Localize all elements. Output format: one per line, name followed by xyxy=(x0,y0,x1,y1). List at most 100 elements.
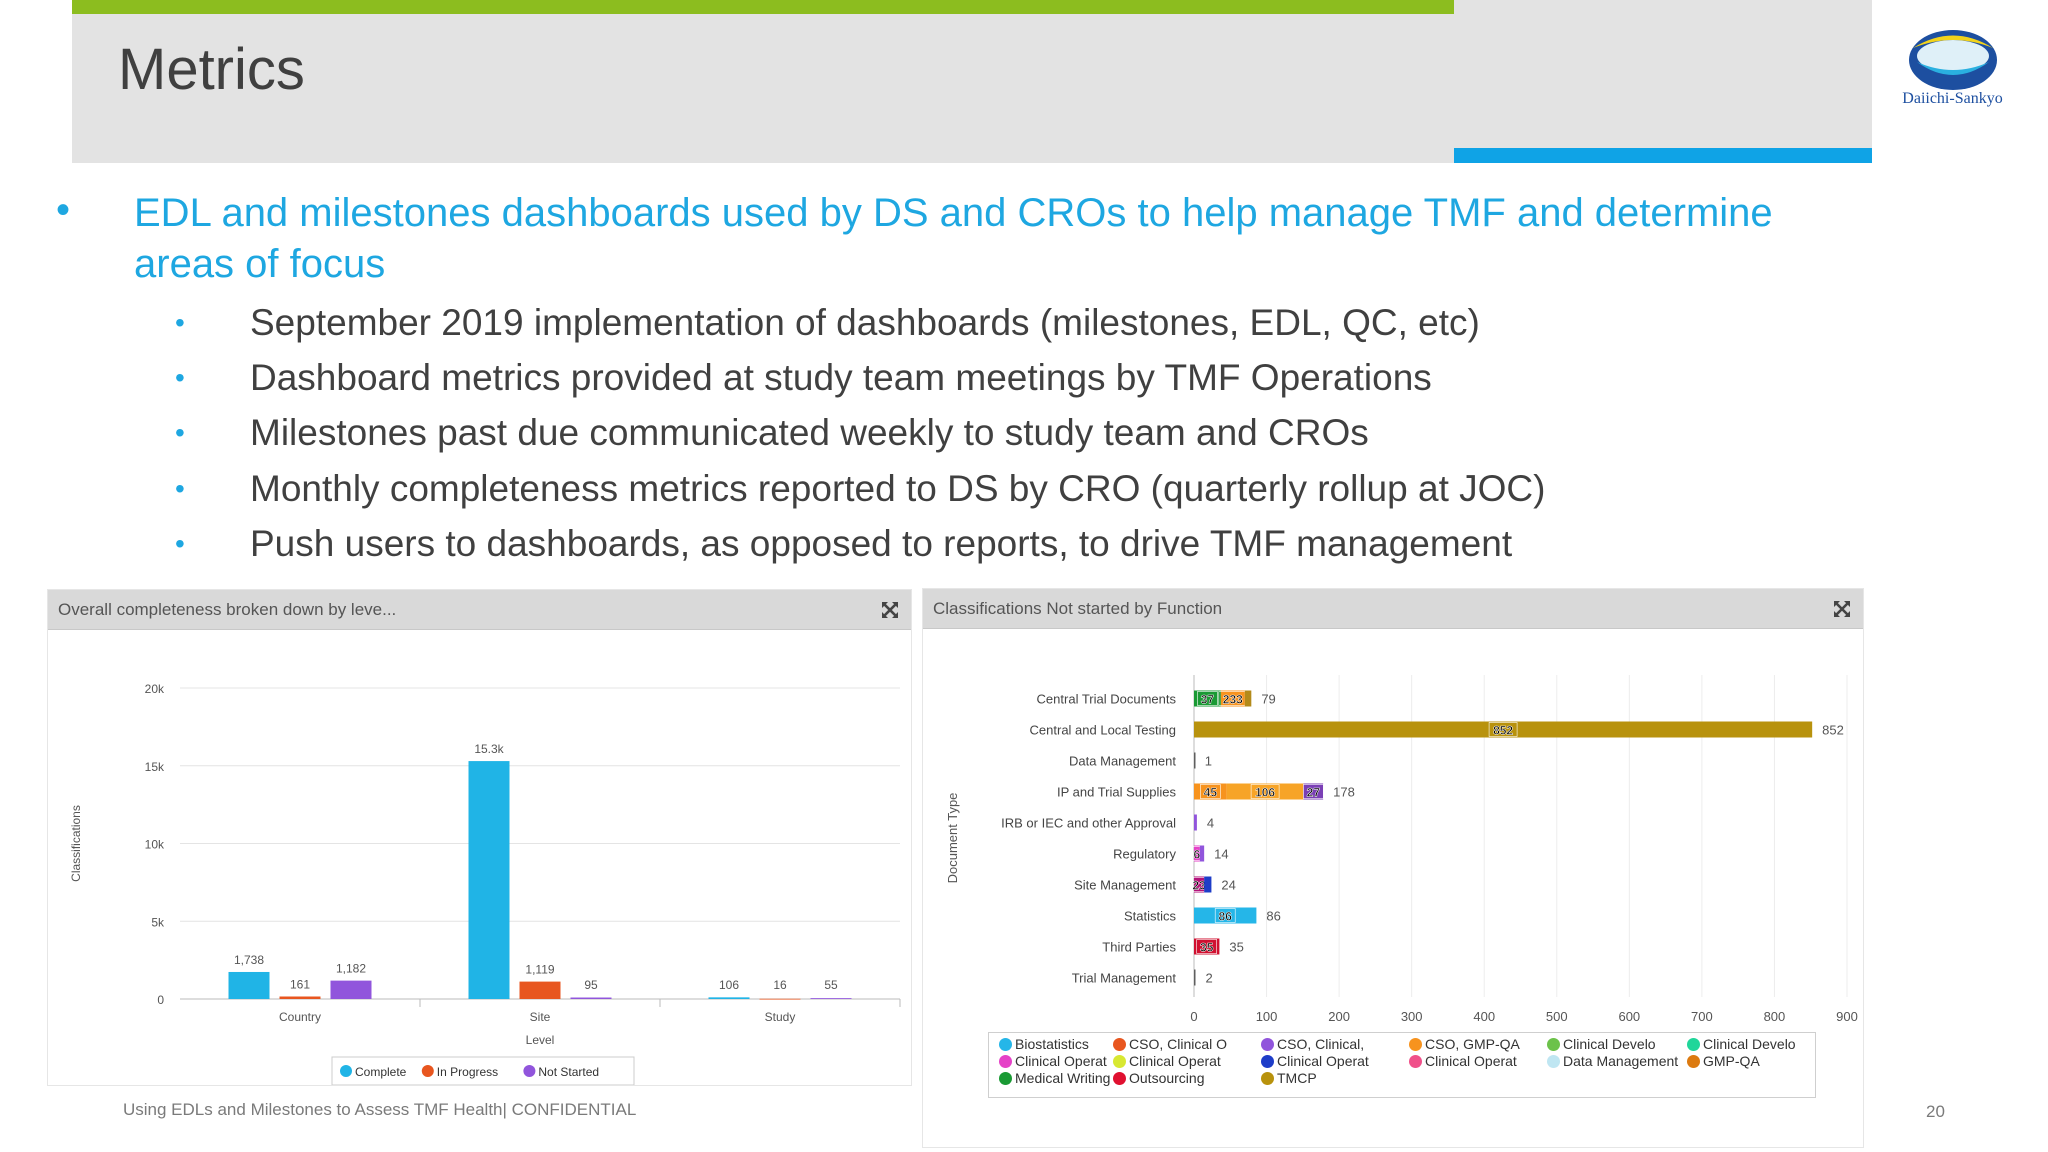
legend-label: Clinical Operat xyxy=(1425,1053,1517,1069)
bar-segment[interactable] xyxy=(1194,969,1196,986)
bar[interactable] xyxy=(759,998,801,1000)
bar[interactable] xyxy=(279,996,321,999)
segment-label-box xyxy=(1196,939,1217,954)
legend-swatch xyxy=(999,1038,1012,1051)
legend-label[interactable]: Complete xyxy=(355,1065,407,1079)
y-tick-label: 0 xyxy=(157,993,164,1007)
main-bullet-text: EDL and milestones dashboards used by DS… xyxy=(134,191,1773,286)
slide-title: Metrics xyxy=(118,37,305,102)
legend-item[interactable]: Clinical Operat xyxy=(1113,1053,1221,1069)
legend-item[interactable]: Clinical Develo xyxy=(1547,1036,1656,1052)
bar-segment[interactable] xyxy=(1220,690,1245,707)
bar-segment[interactable] xyxy=(1303,783,1324,800)
legend-item[interactable]: Clinical Operat xyxy=(1409,1053,1517,1069)
legend-item[interactable]: Medical Writing xyxy=(999,1070,1110,1086)
x-tick-label: 0 xyxy=(1190,1009,1197,1024)
legend-label: Data Management xyxy=(1563,1053,1679,1069)
expand-icon[interactable] xyxy=(1831,598,1853,620)
legend-swatch xyxy=(1261,1038,1274,1051)
y-axis-title: Classifications xyxy=(69,805,83,882)
legend-item[interactable]: Clinical Operat xyxy=(1261,1053,1369,1069)
sub-bullet-text: Dashboard metrics provided at study team… xyxy=(250,357,1432,398)
bar[interactable] xyxy=(708,997,750,999)
category-label: Central Trial Documents xyxy=(1037,692,1177,707)
completeness-chart: 0 5k 10k 15k 20k Classifications Country 1,738 1… xyxy=(69,682,901,1085)
page-number: 20 xyxy=(1926,1102,1945,1121)
bar-segment[interactable] xyxy=(1194,690,1221,707)
legend-item[interactable]: Outsourcing xyxy=(1113,1070,1204,1086)
segment-label-box xyxy=(1488,722,1518,737)
x-tick-label: 300 xyxy=(1401,1009,1423,1024)
legend-swatch xyxy=(1261,1055,1274,1068)
bar-segment[interactable] xyxy=(1194,752,1196,769)
legend-label: GMP-QA xyxy=(1703,1053,1760,1069)
legend-item[interactable]: TMCP xyxy=(1261,1070,1317,1086)
legend-item[interactable]: CSO, GMP-QA xyxy=(1409,1036,1520,1052)
bar[interactable] xyxy=(330,980,372,999)
legend-item[interactable]: CSO, Clinical O xyxy=(1113,1036,1227,1052)
sub-bullet-text: Milestones past due communicated weekly … xyxy=(250,412,1369,453)
legend-item[interactable]: Biostatistics xyxy=(999,1036,1089,1052)
legend-swatch xyxy=(1113,1038,1126,1051)
bullet-dot: • xyxy=(175,528,185,559)
legend-item[interactable]: CSO, Clinical, xyxy=(1261,1036,1364,1052)
segment-label: 27 xyxy=(1307,786,1321,800)
function-legend: Biostatistics CSO, Clinical O CSO, Clinica… xyxy=(988,1032,1816,1098)
legend-label: TMCP xyxy=(1277,1070,1317,1086)
bar[interactable] xyxy=(468,761,510,999)
bar-segment[interactable] xyxy=(1194,814,1197,831)
legend-label: Biostatistics xyxy=(1015,1036,1089,1052)
bar-segment[interactable] xyxy=(1194,876,1205,893)
bar[interactable] xyxy=(519,981,561,999)
bar-segment[interactable] xyxy=(1194,783,1227,800)
x-axis-title: Level xyxy=(526,1033,555,1047)
legend-swatch xyxy=(523,1065,536,1077)
bar-segment[interactable] xyxy=(1194,845,1200,862)
total-label: 79 xyxy=(1261,692,1275,707)
bar-data-label: 106 xyxy=(719,978,739,992)
x-tick-label: 400 xyxy=(1473,1009,1495,1024)
category-label: Statistics xyxy=(1124,909,1177,924)
total-label: 1 xyxy=(1205,754,1212,769)
bar-segment[interactable] xyxy=(1194,721,1813,738)
category-label: IP and Trial Supplies xyxy=(1057,785,1176,800)
bar-segment[interactable] xyxy=(1204,876,1212,893)
bar[interactable] xyxy=(810,998,852,999)
legend-item[interactable]: GMP-QA xyxy=(1687,1053,1760,1069)
blue-accent-bar xyxy=(1454,148,1872,163)
legend-label[interactable]: Not Started xyxy=(538,1065,599,1079)
bar-segment[interactable] xyxy=(1194,938,1220,955)
header-band xyxy=(72,0,1872,163)
panel-title[interactable]: Classifications Not started by Function xyxy=(933,599,1223,618)
legend-label: CSO, Clinical O xyxy=(1129,1036,1228,1052)
legend-item[interactable]: Data Management xyxy=(1547,1053,1678,1069)
segment-label-box xyxy=(1250,784,1280,799)
segment-label: 35 xyxy=(1200,941,1214,955)
y-axis-title: Document Type xyxy=(945,793,960,884)
legend-label[interactable]: In Progress xyxy=(437,1065,498,1079)
segment-label-box xyxy=(1200,784,1221,799)
category-label: Central and Local Testing xyxy=(1030,723,1176,738)
segment-label: 23 xyxy=(1192,879,1206,893)
bar-segment[interactable] xyxy=(1194,907,1257,924)
expand-icon[interactable] xyxy=(879,599,901,621)
bar-segment[interactable] xyxy=(1244,690,1252,707)
legend-swatch xyxy=(999,1055,1012,1068)
legend-label: Clinical Operat xyxy=(1277,1053,1369,1069)
legend-item[interactable]: Clinical Operat xyxy=(999,1053,1107,1069)
total-label: 86 xyxy=(1266,909,1280,924)
logo-text: Daiichi-Sankyo xyxy=(1902,90,2003,107)
bar[interactable] xyxy=(570,997,612,999)
legend-label: Medical Writing xyxy=(1015,1070,1111,1086)
total-label: 4 xyxy=(1207,816,1214,831)
panel-title[interactable]: Overall completeness broken down by leve… xyxy=(58,600,397,619)
legend-label: CSO, Clinical, xyxy=(1277,1036,1365,1052)
bar[interactable] xyxy=(228,971,270,999)
category-label: Regulatory xyxy=(1113,847,1176,862)
legend-item[interactable]: Clinical Develo xyxy=(1687,1036,1796,1052)
bar-segment[interactable] xyxy=(1199,845,1205,862)
total-label: 178 xyxy=(1333,785,1355,800)
x-tick-label: 800 xyxy=(1764,1009,1786,1024)
legend-swatch xyxy=(340,1065,352,1077)
bar-segment[interactable] xyxy=(1226,783,1304,800)
